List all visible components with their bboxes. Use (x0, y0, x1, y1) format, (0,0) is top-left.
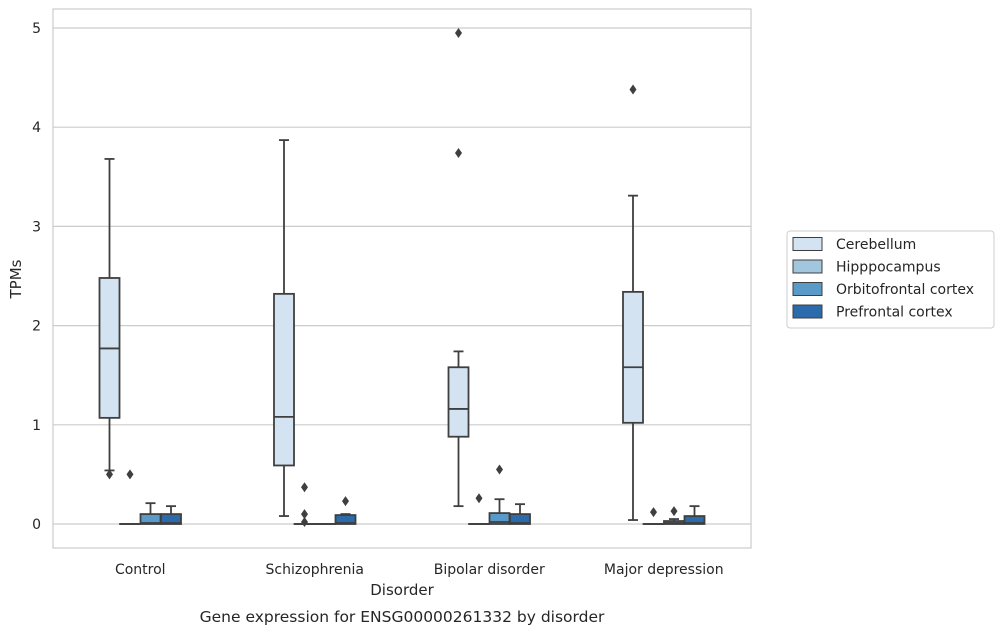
box (334, 514, 357, 525)
box-0-0 (98, 158, 121, 480)
box-0-1 (273, 139, 295, 517)
x-tick-label: Bipolar disorder (434, 562, 545, 578)
y-tick-label: 5 (32, 21, 41, 37)
legend-label: Hipppocampus (836, 260, 941, 276)
outlier-point (126, 469, 134, 480)
y-tick-labels: 0 1 2 3 4 5 (32, 21, 41, 533)
outlier-point (629, 84, 637, 95)
outlier-point (342, 496, 349, 507)
legend-label: Orbitofrontal cortex (836, 282, 974, 298)
x-tick-labels: Control Schizophrenia Bipolar disorder Majo… (115, 562, 724, 578)
box-1-1 (293, 482, 316, 528)
x-tick-label: Control (115, 562, 166, 578)
y-tick-label: 4 (32, 120, 41, 136)
outlier-point (301, 517, 308, 528)
box-2-2 (488, 464, 511, 525)
box-1-0 (119, 469, 141, 525)
box (509, 513, 531, 525)
x-tick-label: Major depression (604, 562, 724, 578)
legend: Cerebellum Hipppocampus Orbitofrontal cort… (786, 230, 995, 329)
y-tick-label: 0 (32, 517, 41, 533)
outlier-point (670, 506, 678, 517)
grid-lines (53, 27, 751, 525)
box (160, 513, 182, 525)
box-0-3 (622, 84, 644, 521)
box-2-0 (139, 502, 162, 525)
y-axis-label: TPMs (7, 259, 25, 299)
box (273, 292, 295, 467)
outlier-point (455, 147, 462, 158)
box-groups (98, 27, 706, 528)
legend-label: Prefrontal cortex (836, 305, 953, 321)
box-2-3 (663, 506, 685, 525)
box-3-3 (683, 505, 706, 525)
box (683, 515, 706, 525)
box-3-2 (509, 503, 531, 525)
legend-label: Cerebellum (836, 237, 916, 253)
outlier-point (301, 509, 308, 520)
box (447, 366, 470, 438)
y-tick-label: 2 (32, 319, 41, 335)
outlier-point (455, 27, 462, 38)
legend-swatch (792, 237, 823, 251)
box-0-2 (447, 27, 470, 508)
chart-caption: Gene expression for ENSG00000261332 by d… (200, 608, 605, 626)
outlier-point (106, 469, 113, 480)
box-1-3 (642, 507, 665, 525)
legend-swatch (792, 304, 823, 319)
outlier-point (301, 482, 308, 493)
legend-frame (786, 230, 995, 329)
outlier-point (650, 507, 657, 518)
box-1-2 (468, 493, 490, 525)
x-tick-label: Schizophrenia (266, 562, 364, 578)
x-axis-label: Disorder (370, 581, 434, 599)
plot-frame (52, 8, 752, 549)
box-3-0 (160, 505, 182, 525)
legend-swatch (792, 259, 823, 274)
outlier-point (475, 493, 483, 504)
y-tick-label: 1 (32, 418, 41, 434)
outlier-point (496, 464, 503, 475)
y-tick-label: 3 (32, 219, 41, 235)
box (622, 290, 644, 424)
legend-swatch (792, 282, 823, 296)
box-3-1 (334, 496, 357, 525)
